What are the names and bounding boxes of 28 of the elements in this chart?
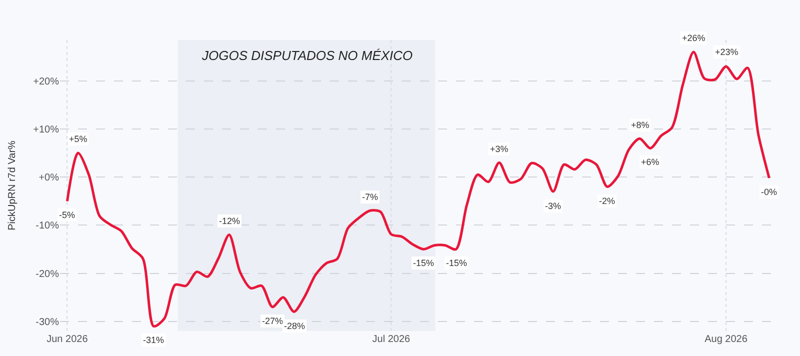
x-tick-label: Jun 2026 xyxy=(46,334,88,345)
x-tick-label: Aug 2026 xyxy=(704,334,748,345)
data-label: -2% xyxy=(599,196,616,206)
data-label: +8% xyxy=(631,120,650,130)
y-tick-label: -10% xyxy=(36,220,60,232)
data-label: -15% xyxy=(446,258,468,268)
data-label: -0% xyxy=(761,187,778,197)
y-axis-title: PickUpRN r7d Var% xyxy=(7,140,18,230)
y-tick-label: +20% xyxy=(33,76,60,88)
data-label: -7% xyxy=(362,192,378,202)
data-label: +23% xyxy=(715,47,738,57)
band-label: JOGOS DISPUTADOS NO MÉXICO xyxy=(201,48,413,63)
y-tick-label: +10% xyxy=(33,124,60,136)
data-label: +6% xyxy=(641,157,660,167)
data-label: -15% xyxy=(413,258,434,268)
y-tick-label: +0% xyxy=(38,172,60,184)
x-tick-label: Jul 2026 xyxy=(372,334,411,345)
data-label: -3% xyxy=(545,201,562,211)
data-label: +5% xyxy=(69,134,88,144)
data-label: -12% xyxy=(219,216,240,226)
data-label: +3% xyxy=(490,144,508,154)
y-tick-label: -20% xyxy=(36,268,60,280)
y-tick-label: -30% xyxy=(36,316,60,328)
data-label: +26% xyxy=(682,33,706,43)
data-label: -28% xyxy=(284,321,306,331)
data-label: -31% xyxy=(143,335,164,345)
data-label: -27% xyxy=(262,316,284,326)
data-label: -5% xyxy=(59,210,76,220)
